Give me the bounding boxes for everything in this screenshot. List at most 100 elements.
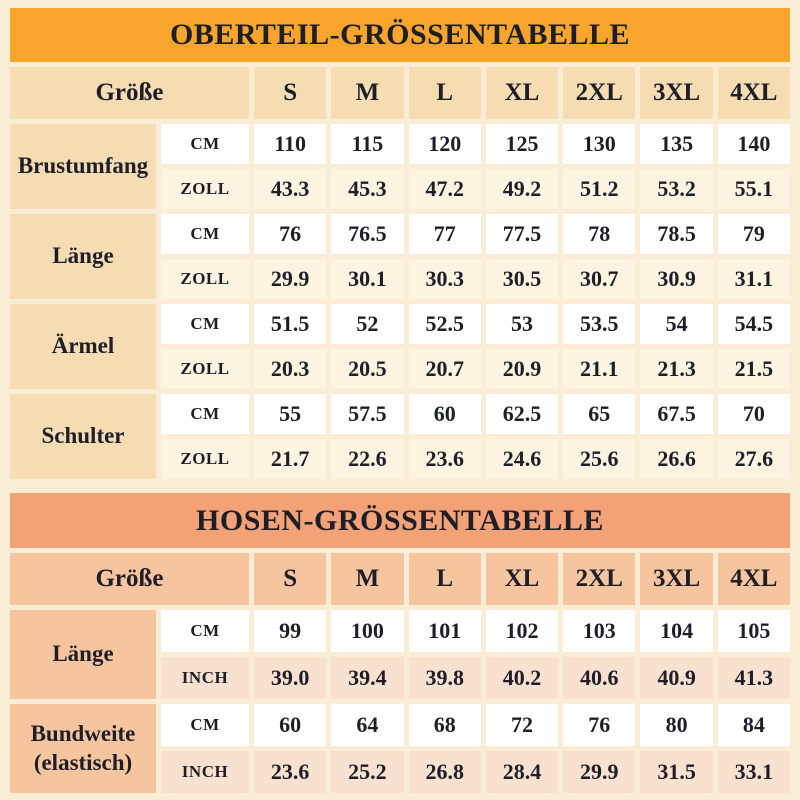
unit-cell: INCH	[161, 657, 249, 699]
value-cell: 40.2	[485, 657, 559, 699]
value-cell: 30.5	[485, 259, 559, 299]
value-cell: 45.3	[331, 169, 404, 209]
measurement-label-laenge: Länge	[10, 214, 156, 299]
oberteil-table-title: OBERTEIL-GRÖSSENTABELLE	[10, 8, 790, 62]
value-cell: 39.8	[408, 657, 481, 699]
value-cell: 26.6	[640, 439, 713, 479]
value-cell: 23.6	[254, 751, 327, 793]
value-cell: 30.3	[408, 259, 481, 299]
unit-cell: CM	[161, 304, 249, 344]
value-cell: 130	[563, 124, 636, 164]
value-cell: 140	[717, 124, 790, 164]
size-col-4xl: 4XL	[717, 553, 790, 605]
value-cell: 24.6	[485, 439, 559, 479]
value-cell: 25.6	[563, 439, 636, 479]
size-header-cell: Größe	[10, 553, 249, 605]
value-cell: 43.3	[254, 169, 327, 209]
size-col-2xl: 2XL	[563, 67, 636, 119]
value-cell: 28.4	[485, 751, 559, 793]
value-cell: 65	[563, 394, 636, 434]
value-cell: 39.4	[331, 657, 404, 699]
value-cell: 30.9	[640, 259, 713, 299]
unit-cell: CM	[161, 610, 249, 652]
size-col-s: S	[254, 67, 327, 119]
value-cell: 76.5	[331, 214, 404, 254]
measurement-label-laenge: Länge	[10, 610, 156, 699]
value-cell: 53.2	[640, 169, 713, 209]
value-cell: 64	[331, 704, 404, 746]
size-col-2xl: 2XL	[563, 553, 636, 605]
value-cell: 76	[563, 704, 636, 746]
value-cell: 49.2	[485, 169, 559, 209]
size-col-3xl: 3XL	[640, 67, 713, 119]
value-cell: 78.5	[640, 214, 713, 254]
value-cell: 54	[640, 304, 713, 344]
unit-cell: CM	[161, 124, 249, 164]
unit-cell: CM	[161, 704, 249, 746]
hosen-size-table: HOSEN-GRÖSSENTABELLE Größe S M L XL 2XL …	[10, 493, 790, 793]
value-cell: 31.1	[717, 259, 790, 299]
value-cell: 20.7	[408, 349, 481, 389]
value-cell: 68	[408, 704, 481, 746]
value-cell: 55.1	[717, 169, 790, 209]
unit-cell: ZOLL	[161, 439, 249, 479]
value-cell: 70	[717, 394, 790, 434]
value-cell: 26.8	[408, 751, 481, 793]
value-cell: 60	[254, 704, 327, 746]
unit-cell: ZOLL	[161, 349, 249, 389]
value-cell: 115	[331, 124, 404, 164]
size-col-3xl: 3XL	[640, 553, 713, 605]
value-cell: 120	[408, 124, 481, 164]
unit-cell: CM	[161, 214, 249, 254]
value-cell: 29.9	[254, 259, 327, 299]
value-cell: 62.5	[485, 394, 559, 434]
value-cell: 72	[485, 704, 559, 746]
value-cell: 21.1	[563, 349, 636, 389]
value-cell: 78	[563, 214, 636, 254]
size-col-m: M	[331, 553, 404, 605]
value-cell: 105	[717, 610, 790, 652]
value-cell: 20.9	[485, 349, 559, 389]
size-col-s: S	[254, 553, 327, 605]
size-header-cell: Größe	[10, 67, 249, 119]
value-cell: 110	[254, 124, 327, 164]
value-cell: 41.3	[717, 657, 790, 699]
size-col-l: L	[408, 553, 481, 605]
unit-cell: ZOLL	[161, 169, 249, 209]
value-cell: 67.5	[640, 394, 713, 434]
value-cell: 52	[331, 304, 404, 344]
size-col-xl: XL	[485, 553, 559, 605]
measurement-label-brustumfang: Brustumfang	[10, 124, 156, 209]
value-cell: 52.5	[408, 304, 481, 344]
value-cell: 103	[563, 610, 636, 652]
value-cell: 20.3	[254, 349, 327, 389]
value-cell: 135	[640, 124, 713, 164]
value-cell: 125	[485, 124, 559, 164]
value-cell: 40.6	[563, 657, 636, 699]
value-cell: 99	[254, 610, 327, 652]
oberteil-size-table: OBERTEIL-GRÖSSENTABELLE Größe S M L XL 2…	[10, 8, 790, 479]
value-cell: 84	[717, 704, 790, 746]
value-cell: 25.2	[331, 751, 404, 793]
size-col-m: M	[331, 67, 404, 119]
value-cell: 51.2	[563, 169, 636, 209]
size-col-l: L	[408, 67, 481, 119]
value-cell: 20.5	[331, 349, 404, 389]
value-cell: 57.5	[331, 394, 404, 434]
value-cell: 39.0	[254, 657, 327, 699]
value-cell: 104	[640, 610, 713, 652]
value-cell: 76	[254, 214, 327, 254]
unit-cell: CM	[161, 394, 249, 434]
size-col-xl: XL	[485, 67, 559, 119]
value-cell: 31.5	[640, 751, 713, 793]
value-cell: 47.2	[408, 169, 481, 209]
value-cell: 51.5	[254, 304, 327, 344]
measurement-label-schulter: Schulter	[10, 394, 156, 479]
value-cell: 27.6	[717, 439, 790, 479]
size-col-4xl: 4XL	[717, 67, 790, 119]
unit-cell: INCH	[161, 751, 249, 793]
value-cell: 79	[717, 214, 790, 254]
value-cell: 102	[485, 610, 559, 652]
value-cell: 30.7	[563, 259, 636, 299]
